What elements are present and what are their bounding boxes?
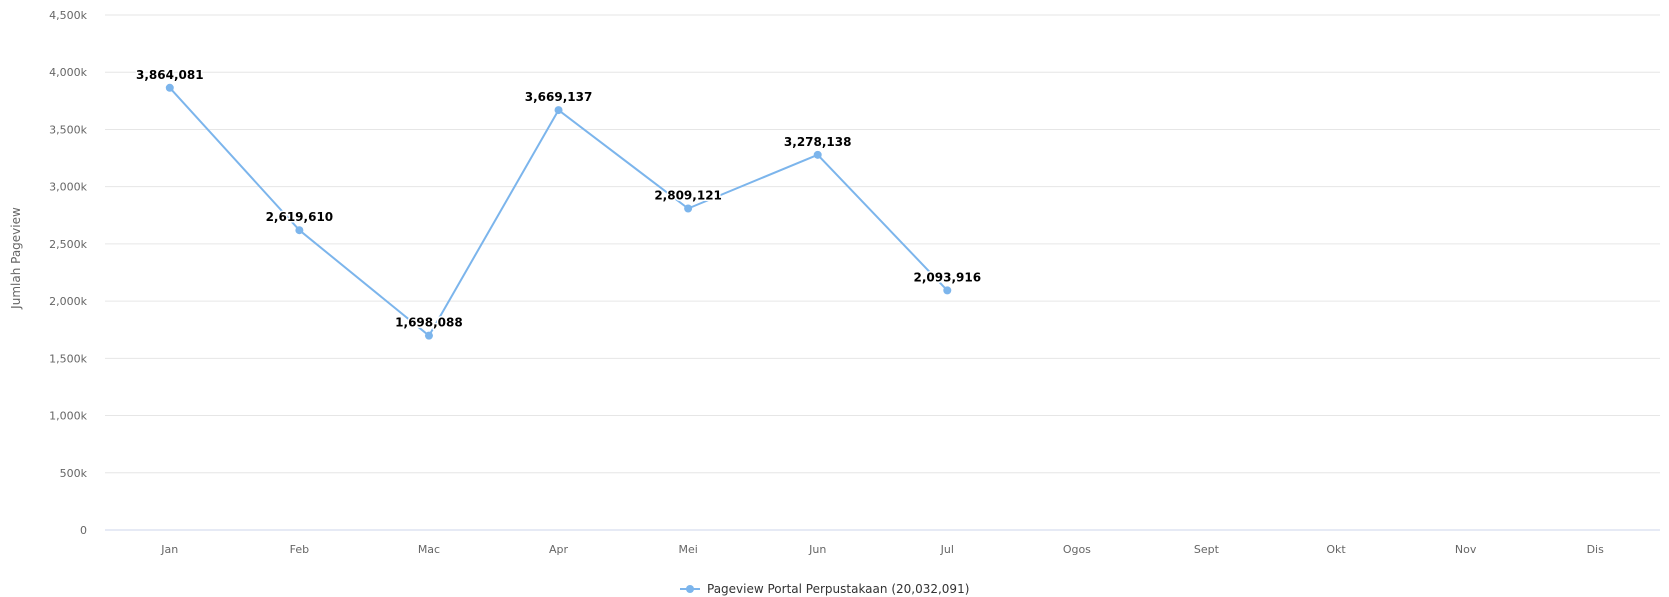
y-axis-ticks: 0 500k 1,000k 1,500k 2,000k 2,500k 3,000k 3,500… <box>49 9 87 537</box>
x-tick-label: Apr <box>549 543 569 556</box>
grid-lines <box>105 14 1660 531</box>
x-tick-label: Ogos <box>1063 543 1091 556</box>
data-point[interactable] <box>554 106 563 115</box>
y-tick-label: 1,000k <box>49 410 87 423</box>
y-tick-label: 3,000k <box>49 181 87 194</box>
x-tick-label: Feb <box>290 543 309 556</box>
x-tick-label: Jun <box>808 543 826 556</box>
x-tick-label: Sept <box>1194 543 1220 556</box>
data-label: 3,278,138 <box>784 135 852 149</box>
x-tick-label: Nov <box>1455 543 1477 556</box>
x-axis-ticks: Jan Feb Mac Apr Mei Jun Jul Ogos Sept Okt Nov Dis <box>160 543 1604 556</box>
x-tick-label: Jan <box>160 543 178 556</box>
x-tick-label: Mac <box>418 543 440 556</box>
data-point[interactable] <box>295 226 304 235</box>
y-axis-title: Jumlah Pageview <box>9 207 23 310</box>
y-tick-label: 0 <box>80 524 87 537</box>
y-tick-label: 2,500k <box>49 238 87 251</box>
data-label: 1,698,088 <box>395 316 463 330</box>
data-point[interactable] <box>424 331 433 340</box>
legend-item-label: Pageview Portal Perpustakaan (20,032,091… <box>707 582 969 596</box>
data-point[interactable] <box>813 150 822 159</box>
y-tick-label: 1,500k <box>49 352 87 365</box>
data-label: 2,093,916 <box>914 270 982 284</box>
data-labels: 3,864,081 2,619,610 1,698,088 3,669,137 2,80… <box>135 66 983 331</box>
y-tick-label: 3,500k <box>49 123 87 136</box>
data-label: 3,669,137 <box>525 90 593 104</box>
x-tick-label: Okt <box>1326 543 1346 556</box>
y-tick-label: 2,000k <box>49 295 87 308</box>
data-label: 2,619,610 <box>266 210 334 224</box>
legend[interactable]: Pageview Portal Perpustakaan (20,032,091… <box>680 582 969 596</box>
data-point[interactable] <box>165 83 174 92</box>
data-label: 3,864,081 <box>136 68 204 82</box>
legend-marker-icon <box>686 585 694 593</box>
y-tick-label: 500k <box>60 467 88 480</box>
data-label: 2,809,121 <box>654 189 722 203</box>
y-tick-label: 4,000k <box>49 66 87 79</box>
x-tick-label: Jul <box>940 543 954 556</box>
x-tick-label: Dis <box>1587 543 1605 556</box>
data-point[interactable] <box>943 286 952 295</box>
data-point[interactable] <box>684 204 693 213</box>
series-line-group <box>165 83 952 340</box>
y-tick-label: 4,500k <box>49 9 87 22</box>
x-tick-label: Mei <box>678 543 697 556</box>
